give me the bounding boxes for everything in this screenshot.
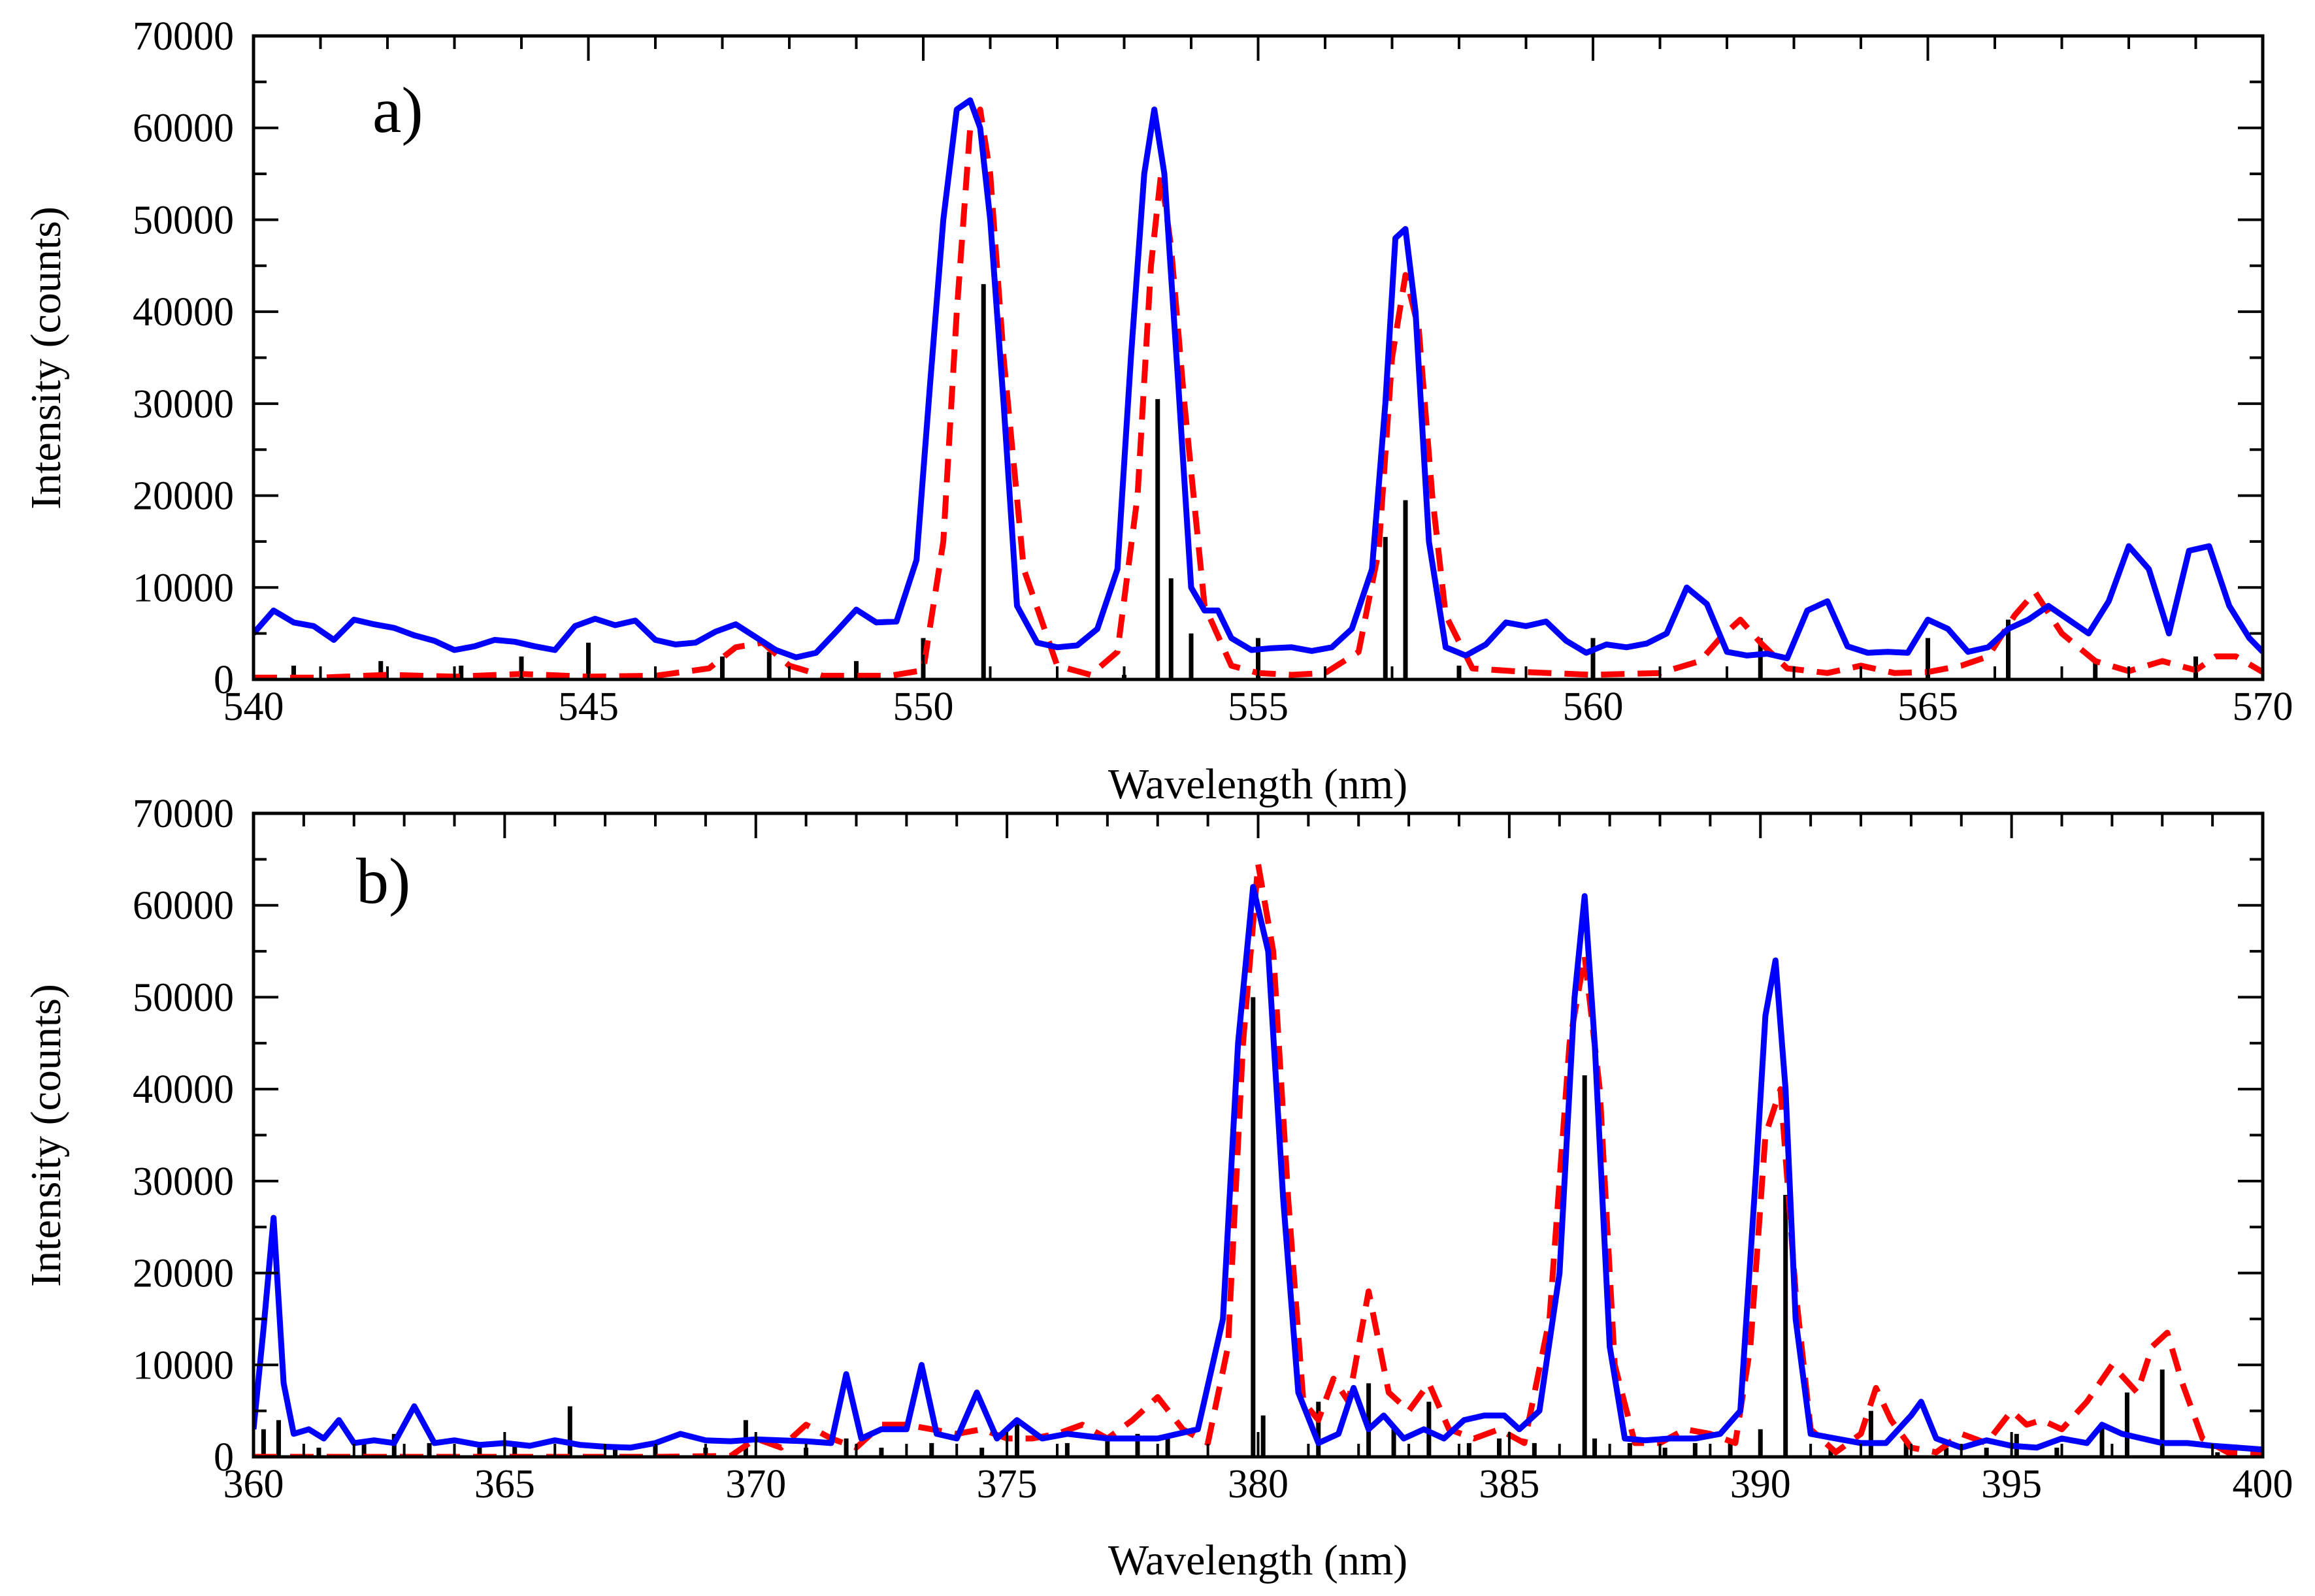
panel-a: 540 545 550 555 560 565 570 0 10000 20000 30000 400…: [22, 14, 2293, 808]
panel-a-ticks: 540 545 550 555 560 565 570 0 10000 20000 30000 400…: [133, 14, 2293, 729]
panel-a-simulated-series: [254, 106, 2263, 679]
panel-a-y-tick-label: 70000: [133, 14, 234, 59]
panel-b-ticks: 360 365 370 375 380 385 390 395 400 0 10000 20000 30…: [133, 792, 2293, 1506]
panel-a-y-tick-label: 40000: [133, 290, 234, 334]
panel-b-y-tick-label: 10000: [133, 1343, 234, 1388]
panel-b-x-tick-label: 395: [1981, 1462, 2042, 1506]
panel-a-y-axis-title: Intensity (counts): [22, 206, 70, 510]
panel-a-x-tick-label: 540: [223, 685, 284, 729]
panel-b-y-tick-label: 20000: [133, 1252, 234, 1296]
panel-a-measured-series: [254, 97, 2263, 662]
panel-a-x-axis-title: Wavelength (nm): [1108, 760, 1407, 808]
panel-a-x-tick-label: 565: [1897, 685, 1958, 729]
panel-b-x-tick-label: 365: [474, 1462, 535, 1506]
panel-a-y-tick-label: 20000: [133, 474, 234, 519]
panel-b-y-tick-label: 40000: [133, 1067, 234, 1112]
panel-b-x-tick-label: 380: [1228, 1462, 1289, 1506]
panel-b-x-tick-label: 390: [1730, 1462, 1791, 1506]
panel-b-y-tick-label: 50000: [133, 975, 234, 1020]
panel-b-x-tick-label: 370: [725, 1462, 786, 1506]
panel-b-plot-area: [254, 860, 2263, 1457]
panel-a-x-tick-label: 570: [2233, 685, 2293, 729]
panel-b-simulated-series: [254, 860, 2263, 1457]
panel-a-y-tick-label: 0: [214, 658, 234, 702]
panel-a-x-tick-label: 550: [893, 685, 954, 729]
panel-a-y-tick-label: 50000: [133, 198, 234, 242]
panel-b-y-tick-label: 0: [214, 1435, 234, 1480]
panel-b-x-tick-label: 360: [223, 1462, 284, 1506]
panel-b-measured-series: [254, 884, 2263, 1453]
panel-a-x-tick-label: 555: [1228, 685, 1289, 729]
panel-b-x-tick-label: 385: [1479, 1462, 1539, 1506]
panel-a-x-tick-label: 560: [1563, 685, 1624, 729]
panel-b-x-tick-label: 400: [2233, 1462, 2293, 1506]
panel-a-y-tick-label: 10000: [133, 566, 234, 610]
panel-b-x-axis-title: Wavelength (nm): [1108, 1537, 1407, 1584]
panel-b-x-tick-label: 375: [977, 1462, 1038, 1506]
panel-b-y-tick-label: 70000: [133, 792, 234, 836]
panel-b-label: b): [356, 845, 410, 917]
panel-b-y-tick-label: 60000: [133, 884, 234, 928]
panel-b-y-axis-title: Intensity (counts): [22, 984, 70, 1287]
panel-b-y-tick-label: 30000: [133, 1160, 234, 1204]
panel-a-label: a): [372, 74, 423, 146]
panel-b: 360 365 370 375 380 385 390 395 400 0 10000 20000 30…: [22, 792, 2293, 1584]
panel-a-y-tick-label: 30000: [133, 382, 234, 427]
panel-a-x-tick-label: 545: [558, 685, 619, 729]
panel-a-y-tick-label: 60000: [133, 106, 234, 151]
